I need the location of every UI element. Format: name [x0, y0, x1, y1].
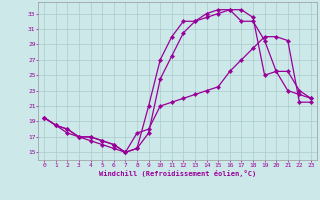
- X-axis label: Windchill (Refroidissement éolien,°C): Windchill (Refroidissement éolien,°C): [99, 170, 256, 177]
